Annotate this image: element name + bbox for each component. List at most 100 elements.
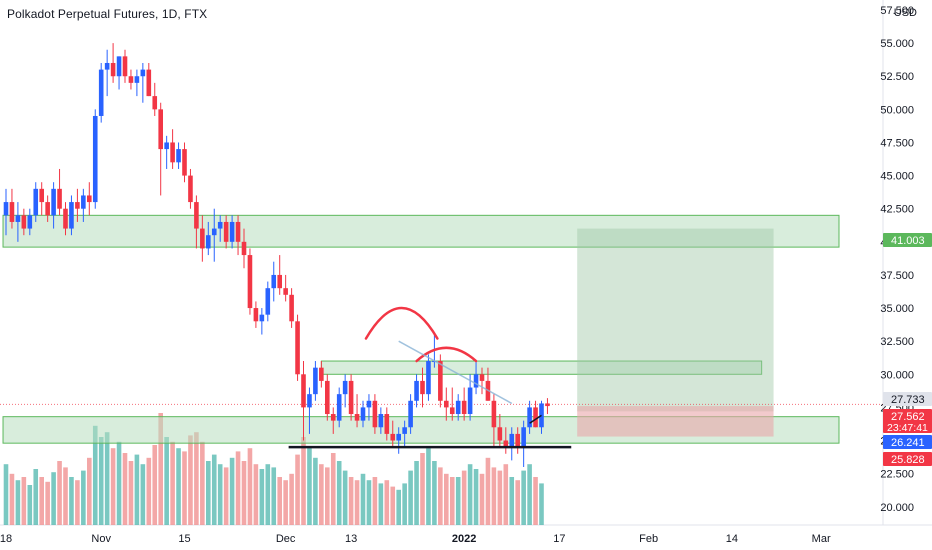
candle-body: [122, 56, 128, 77]
candle-body: [223, 221, 229, 242]
volume-bar: [176, 448, 181, 525]
volume-bar: [366, 480, 372, 525]
candle-body: [128, 76, 134, 83]
volume-bar: [313, 457, 318, 525]
volume-bar: [348, 477, 354, 525]
price-tick-label: 42.500: [880, 204, 914, 216]
volume-bar: [485, 457, 491, 525]
volume-bar: [63, 467, 68, 525]
volume-bar: [354, 480, 360, 525]
candle-body: [444, 400, 449, 408]
price-tick-label: 35.000: [880, 303, 914, 315]
volume-bar: [521, 470, 526, 525]
candle-body: [116, 56, 122, 77]
volume-bar: [497, 470, 503, 525]
volume-bars: [3, 413, 544, 525]
volume-bar: [325, 467, 330, 525]
candle-body: [9, 202, 15, 222]
candle-body: [140, 69, 146, 77]
drawings: [288, 307, 572, 449]
volume-bar: [229, 457, 235, 525]
price-label-box: [883, 233, 932, 247]
candle-body: [438, 361, 443, 401]
candle-body: [241, 241, 247, 256]
candle-body: [366, 400, 372, 408]
volume-bar: [414, 461, 419, 525]
volume-bar: [384, 480, 390, 525]
volume-bar: [330, 453, 336, 525]
volume-bar: [491, 467, 497, 525]
candle-body: [146, 69, 152, 97]
volume-bar: [217, 464, 223, 525]
price-tick-label: 37.500: [880, 270, 914, 282]
volume-bar: [438, 467, 443, 525]
volume-bar: [235, 451, 241, 525]
unit-label: USD: [894, 7, 917, 19]
volume-bar: [503, 464, 509, 525]
volume-bar: [390, 486, 396, 525]
volume-bar: [307, 448, 312, 525]
candle-body: [396, 433, 401, 441]
volume-bar: [33, 469, 39, 525]
candle-body: [51, 188, 56, 216]
candle-body: [461, 400, 467, 415]
volume-bar: [301, 437, 306, 525]
volume-bar: [253, 464, 259, 525]
volume-bar: [336, 461, 342, 525]
volume-bar: [455, 477, 461, 525]
candle-body: [98, 69, 104, 116]
candle-body: [265, 288, 271, 315]
candle-body: [449, 407, 455, 415]
volume-bar: [241, 461, 247, 525]
volume-bar: [110, 448, 116, 525]
candle-body: [229, 221, 235, 242]
candle-body: [295, 321, 300, 375]
long-position-tool: [0, 228, 883, 437]
price-label-box: [883, 409, 932, 433]
volume-bar: [21, 477, 27, 525]
time-tick-label: Mar: [812, 533, 831, 545]
time-tick-label: 17: [553, 533, 565, 545]
candle-body: [527, 407, 532, 428]
countdown-label: 23:47:41: [887, 422, 928, 434]
time-tick-label: Dec: [276, 533, 296, 545]
candle-body: [467, 387, 473, 415]
candle-body: [313, 367, 318, 395]
candle-body: [402, 427, 407, 434]
price-tick-label: 30.000: [880, 369, 914, 381]
volume-bar: [396, 489, 401, 525]
candle-body: [348, 380, 354, 415]
candle-body: [336, 394, 342, 421]
time-tick-label: 2022: [452, 533, 476, 545]
volume-bar: [170, 441, 175, 525]
volume-bar: [15, 480, 21, 525]
candle-body: [182, 149, 187, 176]
candle-body: [491, 400, 497, 428]
volume-bar: [372, 477, 378, 525]
volume-bar: [449, 477, 455, 525]
volume-bar: [539, 483, 544, 525]
volume-bar: [265, 464, 271, 525]
candle-body: [384, 414, 390, 434]
time-tick-label: Feb: [639, 533, 658, 545]
volume-bar: [140, 464, 146, 525]
volume-bar: [211, 454, 217, 525]
pattern-arc: [415, 346, 478, 363]
candle-body: [27, 215, 33, 229]
price-label-text: 26.241: [891, 437, 925, 449]
candle-body: [69, 202, 74, 229]
candle-body: [188, 175, 193, 203]
volume-bar: [3, 464, 9, 525]
price-label-box: [883, 452, 932, 466]
volume-bar: [104, 432, 110, 525]
volume-bar: [473, 469, 479, 525]
volume-bar: [289, 473, 294, 525]
candle-body: [194, 202, 199, 229]
projection-line: [529, 414, 542, 424]
volume-bar: [319, 464, 324, 525]
price-label-box: [883, 435, 932, 449]
volume-bar: [271, 467, 277, 525]
volume-bar: [57, 461, 62, 525]
volume-bar: [69, 477, 74, 525]
